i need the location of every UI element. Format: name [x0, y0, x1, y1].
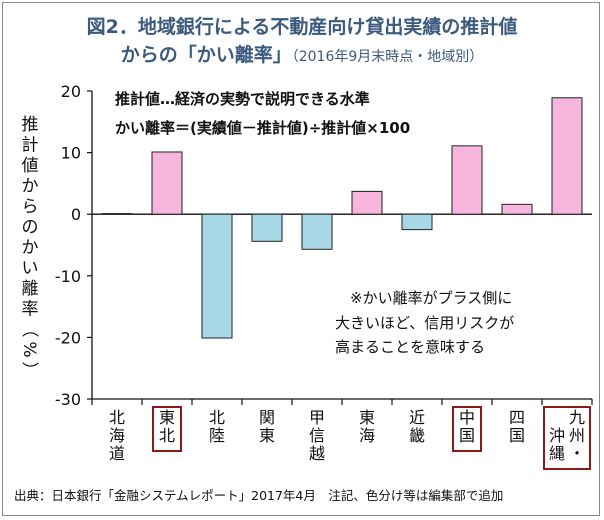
x-label-甲信越: 甲信越 — [309, 408, 325, 463]
title-main: からの「かい離率」 — [120, 44, 292, 66]
y-label-char: の — [22, 218, 39, 238]
y-label-char: 計 — [22, 136, 39, 156]
bar-東北 — [151, 151, 183, 215]
x-label-char: 中 — [459, 408, 475, 427]
highlight-box — [152, 406, 182, 452]
x-label-char: 越 — [309, 444, 325, 463]
x-label-東北: 東北 — [152, 406, 182, 452]
y-label-char: （ — [19, 321, 39, 338]
chart-title-line2: からの「かい離率」（2016年9月末時点・地域別） — [0, 40, 604, 67]
source-note: 出典：日本銀行「金融システムレポート」2017年4月 注記、色分け等は編集部で追… — [14, 488, 504, 503]
y-label-char: い — [22, 259, 39, 279]
x-label-char: 国 — [509, 426, 525, 445]
x-label-関東: 関東 — [259, 408, 275, 445]
x-label-char: 州 — [569, 426, 585, 445]
bar-中国 — [451, 145, 483, 215]
title-subtitle: （2016年9月末時点・地域別） — [291, 49, 484, 65]
bar-甲信越 — [301, 213, 333, 250]
highlight-box — [543, 406, 591, 470]
x-label-char: 北 — [209, 408, 225, 427]
x-label-char: 東 — [259, 426, 275, 445]
x-label-char: 陸 — [209, 426, 225, 445]
x-label-char: 国 — [459, 426, 475, 445]
x-label-char: 道 — [109, 444, 125, 463]
x-label-char: 近 — [409, 408, 425, 427]
x-label-北海道: 北海道 — [109, 408, 125, 463]
x-label-近畿: 近畿 — [409, 408, 425, 445]
x-label-char: 海 — [109, 426, 125, 445]
x-label-中国: 中国 — [452, 406, 482, 452]
bar-関東 — [251, 213, 283, 242]
y-label-char: 離 — [22, 279, 39, 299]
y-label-char: 値 — [22, 156, 39, 176]
x-label-char: ・ — [569, 444, 585, 463]
y-label-char: か — [22, 238, 39, 258]
chart-frame — [2, 2, 600, 516]
y-label-char: ら — [22, 197, 39, 217]
y-label-char: か — [22, 177, 39, 197]
y-label-char: 率 — [22, 300, 39, 320]
y-label-char: % — [19, 341, 39, 357]
x-label-char: 九 — [569, 408, 585, 427]
bar-北海道 — [101, 213, 133, 215]
y-tick-label: -10 — [55, 267, 81, 286]
bar-北陸 — [201, 213, 233, 339]
x-label-北陸: 北陸 — [209, 408, 225, 445]
x-label-char: 東 — [359, 408, 375, 427]
bars — [101, 97, 583, 339]
note-line1: ※かい離率がプラス側に — [350, 289, 512, 307]
x-label-char: 海 — [359, 426, 375, 445]
y-tick-label: -30 — [55, 390, 81, 409]
x-label-char: 北 — [159, 426, 175, 445]
x-label-char: 甲 — [309, 408, 325, 427]
x-label-東海: 東海 — [359, 408, 375, 445]
x-label-char: 沖 — [549, 426, 565, 445]
bar-東海 — [351, 190, 383, 215]
chart-title-line1: 図2．地域銀行による不動産向け貸出実績の推計値 — [86, 16, 518, 38]
x-label-char: 関 — [259, 408, 275, 427]
definition-estimate: 推計値…経済の実勢で説明できる水準 — [115, 90, 370, 108]
x-label-char: 北 — [109, 408, 125, 427]
note-line2: 大きいほど、信用リスクが — [335, 314, 514, 332]
x-label-char: 信 — [309, 426, 325, 445]
y-tick-label: 0 — [71, 205, 81, 224]
x-label-char: 縄 — [549, 444, 565, 463]
x-label-char: 四 — [509, 408, 525, 427]
y-tick-label: 10 — [61, 144, 81, 163]
highlight-box — [452, 406, 482, 452]
bar-四国 — [501, 203, 533, 215]
note-line3: 高まることを意味する — [335, 338, 485, 356]
x-label-九州・沖縄: 九州・沖縄 — [543, 406, 591, 470]
y-label-char: ） — [19, 362, 39, 379]
bar-九州・沖縄 — [551, 97, 583, 215]
bar-近畿 — [401, 213, 433, 231]
y-tick-label: -20 — [55, 328, 81, 347]
y-tick-label: 20 — [61, 82, 81, 101]
x-label-四国: 四国 — [509, 408, 525, 445]
x-label-char: 東 — [159, 408, 175, 427]
definition-divergence: かい離率＝(実績値－推計値)÷推計値×100 — [115, 119, 410, 137]
x-label-char: 畿 — [409, 426, 425, 445]
y-label-char: 推 — [22, 115, 39, 135]
